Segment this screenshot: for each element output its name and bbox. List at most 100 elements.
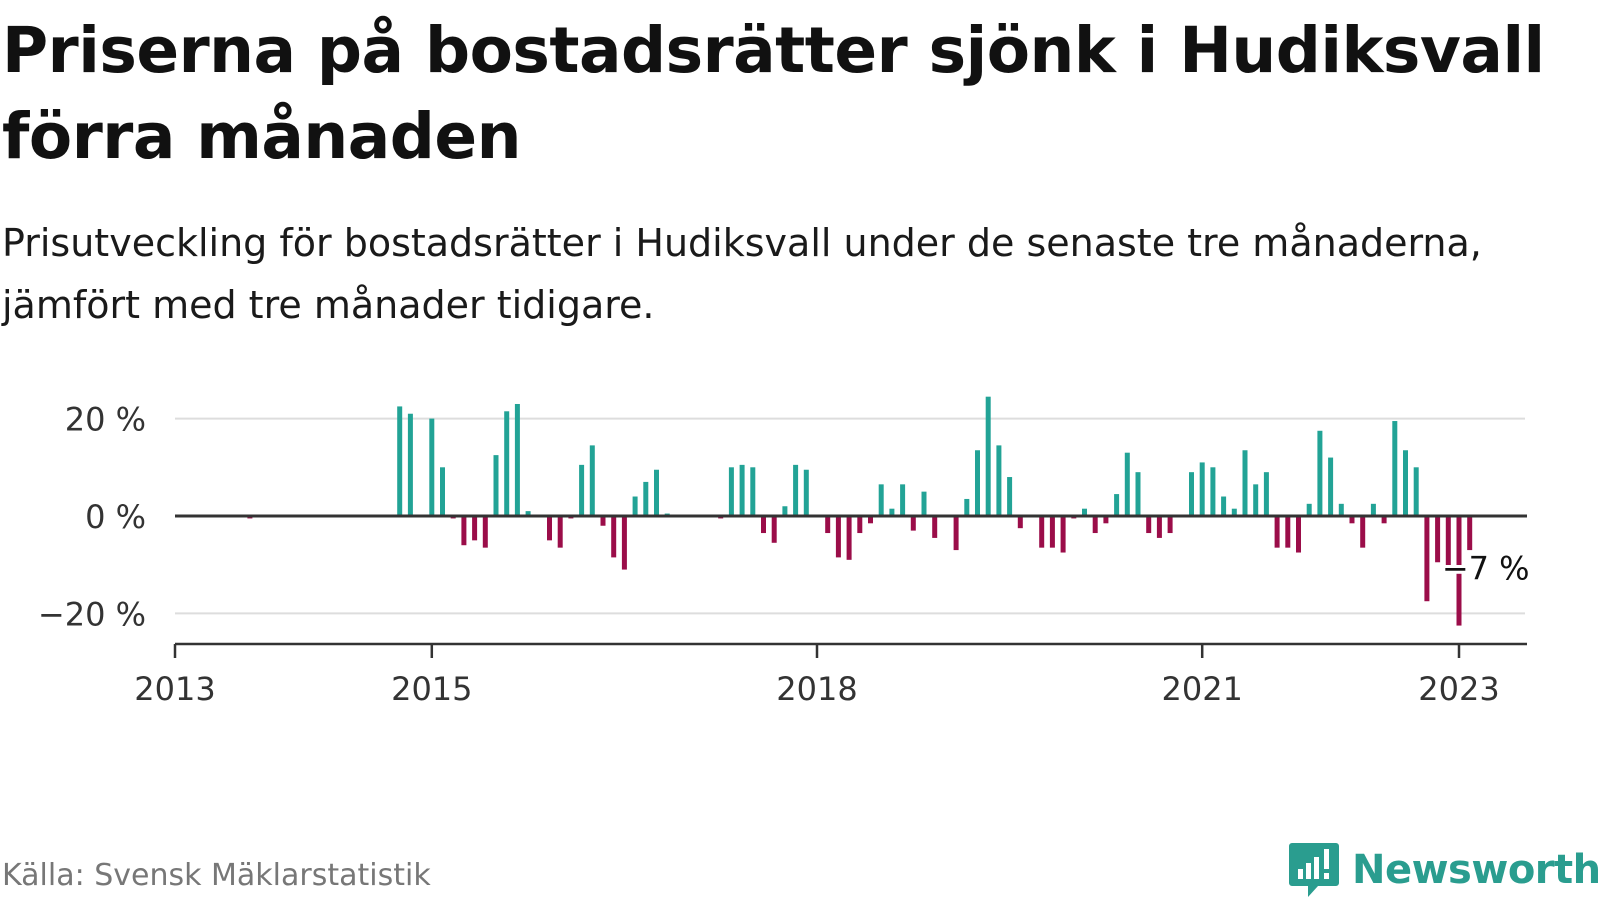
bar-chart: 20 % 0 % −20 % 2013 2015 2018 2021 2023 −7 %−7… — [38, 396, 1533, 708]
bar — [1082, 508, 1087, 516]
bar — [1199, 462, 1205, 516]
bar — [825, 516, 831, 534]
bar — [964, 498, 970, 516]
bar — [1338, 503, 1344, 516]
bar — [782, 506, 788, 516]
bar — [846, 516, 852, 560]
bar — [1328, 457, 1334, 516]
y-axis-ticks: 20 % 0 % −20 % — [38, 401, 146, 634]
bar — [1167, 516, 1173, 534]
bar — [1263, 472, 1269, 516]
bar — [1231, 508, 1237, 516]
bar — [1060, 516, 1066, 553]
bar — [1242, 450, 1248, 516]
x-axis-ticks: 2013 2015 2018 2021 2023 — [134, 644, 1500, 708]
bar-chart-exclamation-icon — [1289, 843, 1339, 897]
bar — [835, 516, 841, 558]
bar — [1392, 421, 1398, 516]
bar — [1092, 516, 1098, 534]
bar — [1424, 516, 1430, 602]
bar — [589, 445, 595, 516]
annotation-label: −7 % — [1442, 549, 1530, 587]
bar — [1135, 472, 1141, 516]
bar — [1296, 516, 1301, 553]
bar — [1253, 484, 1259, 516]
bar — [407, 413, 413, 516]
bar — [1017, 516, 1023, 529]
bar — [1124, 452, 1130, 516]
brand-name: Newsworthy — [1352, 847, 1600, 893]
bar — [1349, 516, 1355, 524]
bar — [857, 516, 863, 534]
bar — [1103, 516, 1109, 524]
bar — [461, 516, 467, 546]
bar — [1306, 503, 1312, 516]
bar — [739, 464, 745, 516]
bar — [1413, 467, 1419, 516]
bars — [247, 396, 1473, 626]
bar — [1445, 516, 1451, 568]
bar — [1210, 467, 1216, 516]
bar — [632, 496, 638, 516]
y-tick-label: 0 % — [85, 498, 146, 536]
bar — [932, 516, 938, 538]
brand-logo[interactable]: Newsworthy — [1288, 838, 1600, 902]
bar — [482, 516, 488, 548]
bar — [429, 418, 435, 516]
y-tick-label: 20 % — [65, 401, 146, 439]
bar — [472, 516, 478, 541]
bar — [1274, 516, 1280, 548]
bar — [1007, 477, 1013, 516]
bar — [504, 411, 510, 516]
source-note: Källa: Svensk Mäklarstatistik — [2, 858, 431, 893]
bar — [921, 491, 927, 516]
bar — [1189, 472, 1194, 516]
bar — [868, 516, 873, 524]
y-tick-label: −20 % — [38, 595, 146, 633]
bar — [1049, 516, 1055, 548]
bar — [493, 455, 499, 516]
bar — [611, 516, 617, 558]
bar — [985, 396, 991, 516]
bar — [803, 469, 809, 516]
bar — [514, 403, 520, 516]
chart-subtitle: Prisutveckling för bostadsrätter i Hudik… — [2, 221, 1482, 327]
bar — [525, 511, 531, 516]
x-tick-label: 2015 — [391, 670, 472, 708]
bar — [621, 516, 627, 570]
bar — [1156, 516, 1162, 538]
x-tick-label: 2021 — [1161, 670, 1242, 708]
chart-title: Priserna på bostadsrätter sjönk i Hudiks… — [2, 14, 1545, 173]
bar — [440, 467, 445, 516]
bar — [547, 516, 552, 541]
bar — [1456, 516, 1462, 626]
x-tick-label: 2023 — [1418, 670, 1499, 708]
annotations: −7 %−7 % — [1439, 546, 1533, 590]
bar — [996, 445, 1002, 516]
bar — [1285, 516, 1291, 548]
bar — [1435, 516, 1441, 563]
bar — [1039, 516, 1045, 548]
bar — [397, 406, 403, 516]
bar — [975, 450, 980, 516]
annotation-halo: −7 % — [1442, 549, 1530, 587]
bar — [889, 508, 895, 516]
bar — [910, 516, 916, 531]
x-tick-label: 2018 — [776, 670, 857, 708]
bar — [750, 467, 756, 516]
bar — [900, 484, 906, 516]
bar — [1114, 494, 1120, 516]
bar — [1221, 496, 1227, 516]
bar — [1370, 503, 1376, 516]
bar — [643, 481, 649, 516]
bar — [600, 516, 606, 526]
bar — [728, 467, 734, 516]
bar — [771, 516, 777, 543]
bar — [878, 484, 884, 516]
bar — [579, 464, 585, 516]
bar — [1317, 430, 1323, 516]
bar — [557, 516, 563, 548]
x-tick-label: 2013 — [134, 670, 215, 708]
bar — [1381, 516, 1387, 524]
bar — [1146, 516, 1152, 534]
